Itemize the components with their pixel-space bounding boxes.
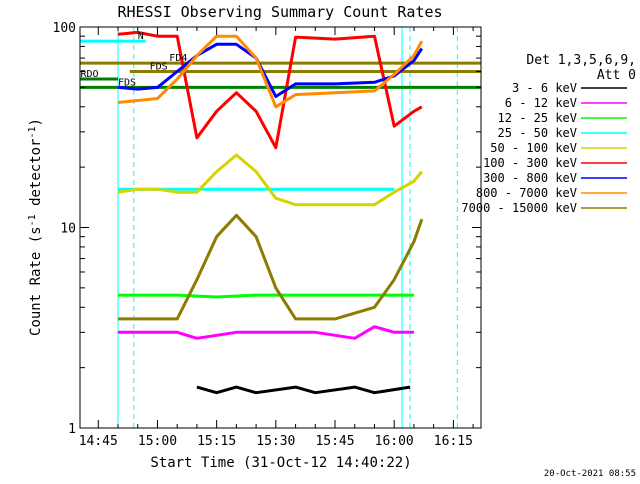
legend-label-7: 800 - 7000 keV — [476, 186, 577, 200]
legend-label-5: 100 - 300 keV — [483, 156, 577, 170]
y-tick-label-1: 10 — [60, 222, 76, 237]
x-tick-label-2: 15:15 — [197, 434, 236, 449]
x-tick-label-6: 16:15 — [434, 434, 473, 449]
reference-line-label-0: N — [138, 31, 144, 42]
y-axis-label-close: ) — [28, 118, 44, 126]
legend-label-6: 300 - 800 keV — [483, 171, 577, 185]
y-axis-label-tail-sup: -1 — [27, 126, 38, 138]
reference-line-label-3: RDO — [81, 69, 99, 80]
legend-label-2: 12 - 25 keV — [498, 111, 577, 125]
series-line-0 — [196, 385, 411, 395]
reference-line-label-1: FD4 — [169, 53, 187, 64]
series-line-4 — [117, 153, 423, 207]
series-line-8 — [118, 213, 424, 321]
reference-line-label-4: FDS — [118, 77, 136, 88]
footer-date: 20-Oct-2021 08:55 — [544, 469, 636, 479]
x-tick-label-1: 15:00 — [138, 434, 177, 449]
legend-label-8: 7000 - 15000 keV — [461, 201, 577, 215]
y-axis-label-sup: -1 — [27, 214, 38, 226]
legend-header-line-2: Att 0 — [597, 68, 636, 83]
x-tick-label-5: 16:00 — [375, 434, 414, 449]
y-axis-label-main: Count Rate (s — [28, 226, 44, 336]
legend-header-line-1: Det 1,3,5,6,9, — [526, 53, 636, 68]
legend-label-0: 3 - 6 keV — [512, 81, 577, 95]
x-axis-label: Start Time (31-Oct-12 14:40:22) — [150, 455, 411, 471]
y-axis-label-tail: detector — [28, 139, 44, 215]
y-tick-label-2: 100 — [53, 21, 76, 36]
y-tick-label-0: 1 — [68, 422, 76, 437]
legend-label-4: 50 - 100 keV — [490, 141, 577, 155]
plot-area — [80, 27, 481, 428]
chart-title: RHESSI Observing Summary Count Rates — [117, 3, 442, 21]
series-line-1 — [118, 325, 414, 340]
legend-label-1: 6 - 12 keV — [505, 96, 577, 110]
series-line-5 — [117, 30, 423, 150]
x-tick-label-4: 15:45 — [315, 434, 354, 449]
series-line-2 — [118, 293, 414, 299]
series-line-7 — [117, 34, 424, 109]
y-axis-label: Count Rate (s-1 detector-1) — [27, 118, 44, 336]
x-tick-label-0: 14:45 — [79, 434, 118, 449]
reference-line-label-2: FDS — [150, 61, 168, 72]
x-tick-label-3: 15:30 — [256, 434, 295, 449]
legend-label-3: 25 - 50 keV — [498, 126, 577, 140]
